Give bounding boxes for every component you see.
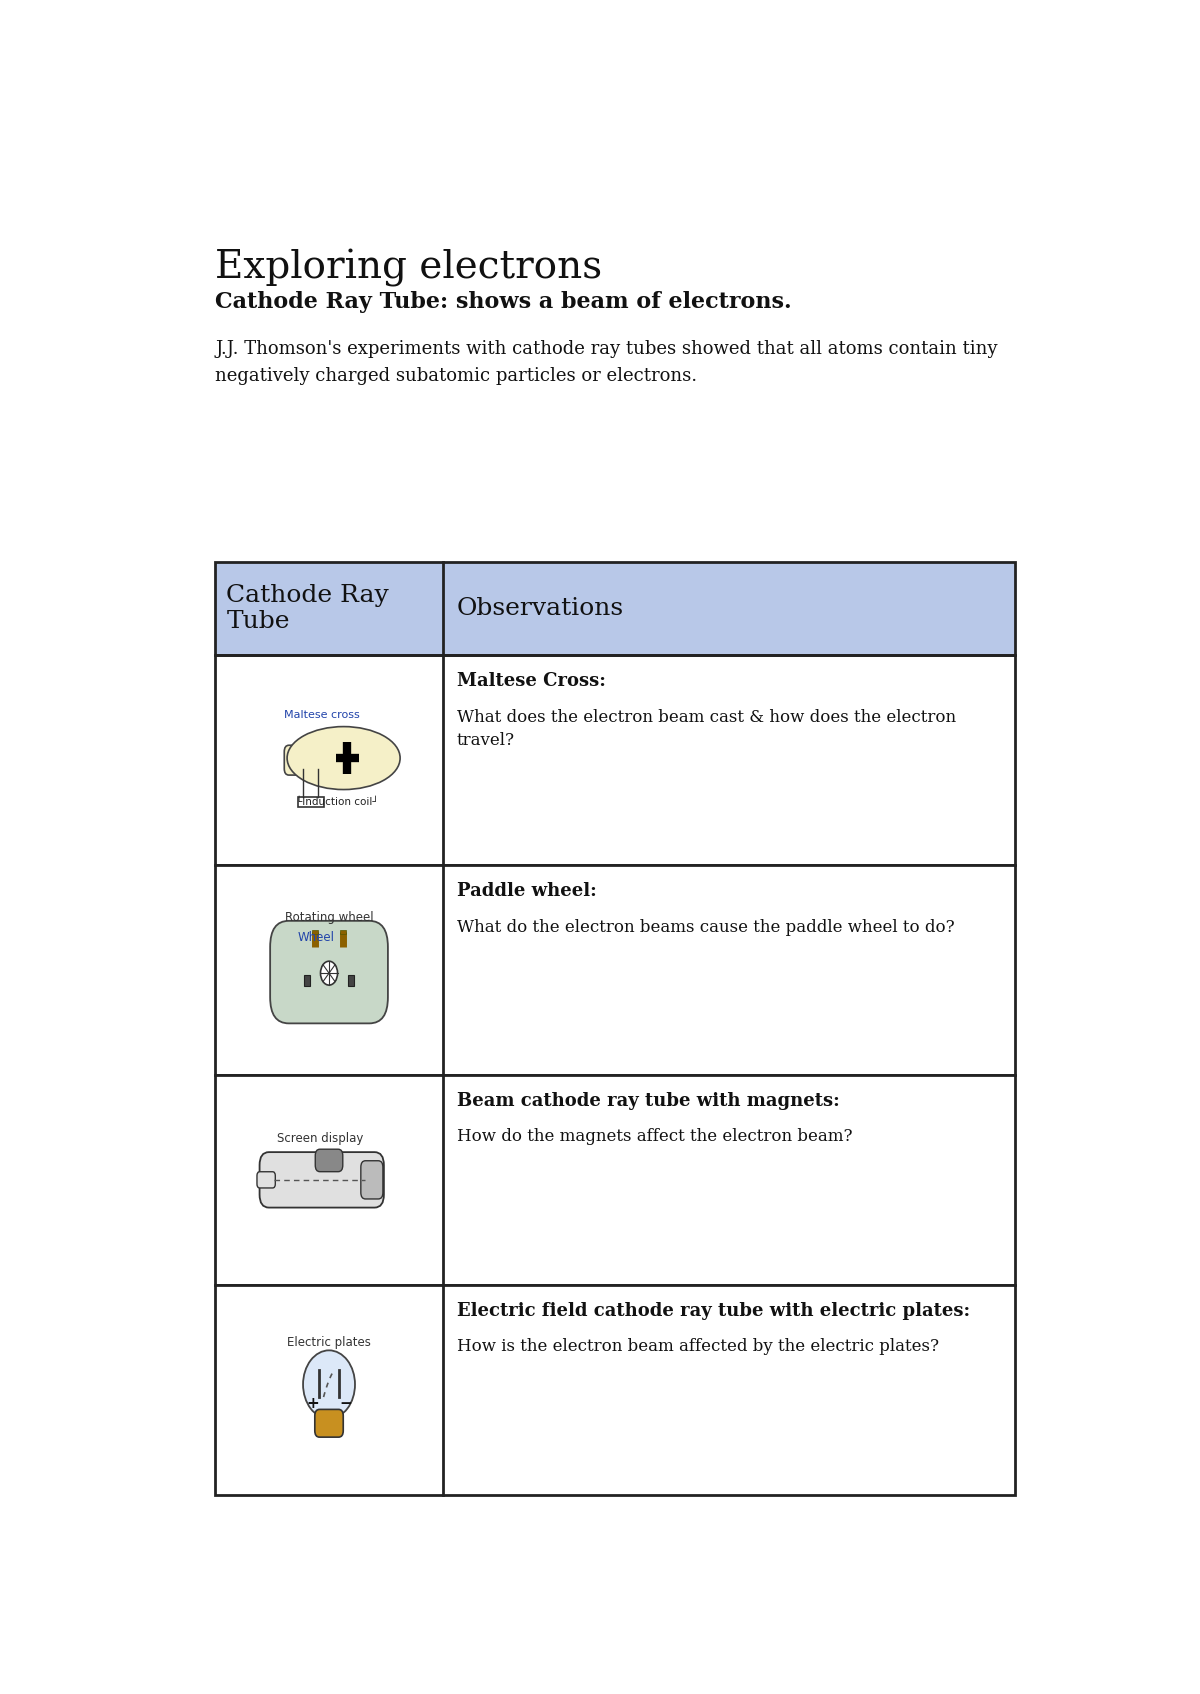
Bar (215, 562, 1015, 656)
Ellipse shape (304, 1350, 355, 1418)
Text: Paddle wheel:: Paddle wheel: (457, 883, 596, 900)
FancyBboxPatch shape (316, 1149, 343, 1172)
Circle shape (320, 960, 337, 986)
Text: Wheel: Wheel (298, 930, 335, 944)
Text: Screen display: Screen display (277, 1132, 364, 1145)
Text: What do the electron beams cause the paddle wheel to do?: What do the electron beams cause the pad… (457, 918, 954, 935)
Text: └Induction coil┘: └Induction coil┘ (296, 798, 379, 806)
Text: Maltese cross: Maltese cross (284, 710, 360, 720)
Bar (215, 1076, 1015, 1284)
FancyBboxPatch shape (314, 1409, 343, 1437)
Text: J.J. Thomson's experiments with cathode ray tubes showed that all atoms contain : J.J. Thomson's experiments with cathode … (215, 340, 997, 385)
FancyBboxPatch shape (259, 1152, 384, 1208)
Bar (298, 796, 324, 808)
FancyBboxPatch shape (270, 922, 388, 1023)
Text: Rotating wheel: Rotating wheel (284, 911, 373, 923)
Text: −: − (340, 1396, 352, 1411)
Bar (305, 976, 311, 986)
Bar (215, 656, 1015, 866)
Bar (348, 976, 354, 986)
Text: What does the electron beam cast & how does the electron
travel?: What does the electron beam cast & how d… (457, 708, 956, 749)
Bar (312, 930, 318, 935)
Text: Cathode Ray
Tube: Cathode Ray Tube (227, 584, 389, 634)
Text: How do the magnets affect the electron beam?: How do the magnets affect the electron b… (457, 1128, 852, 1145)
Text: Maltese Cross:: Maltese Cross: (457, 673, 606, 689)
Bar (215, 562, 1015, 656)
Text: How is the electron beam affected by the electric plates?: How is the electron beam affected by the… (457, 1338, 938, 1355)
Bar (215, 866, 1015, 1076)
FancyBboxPatch shape (257, 1172, 275, 1187)
Text: Beam cathode ray tube with magnets:: Beam cathode ray tube with magnets: (457, 1093, 840, 1110)
Text: Electric field cathode ray tube with electric plates:: Electric field cathode ray tube with ele… (457, 1301, 970, 1320)
Text: Electric plates: Electric plates (287, 1337, 371, 1348)
Bar (340, 930, 346, 935)
Text: +: + (306, 1396, 319, 1411)
Ellipse shape (287, 727, 400, 789)
Text: Cathode Ray Tube: shows a beam of electrons.: Cathode Ray Tube: shows a beam of electr… (215, 291, 792, 313)
FancyBboxPatch shape (284, 745, 319, 776)
FancyBboxPatch shape (361, 1160, 383, 1199)
Text: Exploring electrons: Exploring electrons (215, 249, 602, 286)
Text: Observations: Observations (457, 596, 624, 620)
Bar (215, 1284, 1015, 1494)
